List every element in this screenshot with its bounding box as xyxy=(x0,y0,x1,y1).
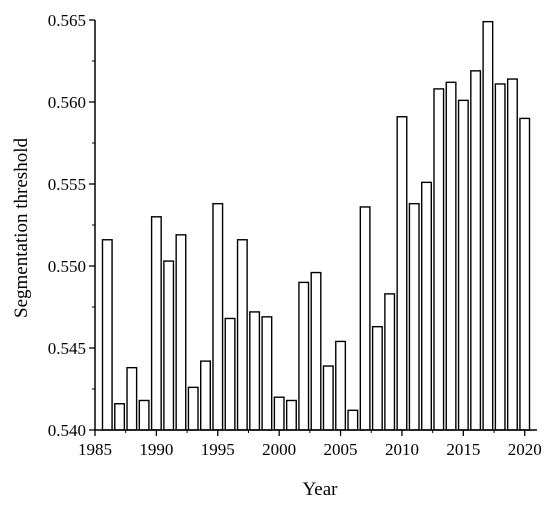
bar-1995 xyxy=(212,202,224,431)
y-tick-label: 0.545 xyxy=(48,339,86,358)
y-axis-title: Segmentation threshold xyxy=(11,138,32,318)
bar-2005 xyxy=(335,340,347,431)
bar-1986 xyxy=(101,239,113,431)
bar-1997 xyxy=(236,239,248,431)
x-tick-label: 2015 xyxy=(446,440,480,459)
bar-1992 xyxy=(175,234,187,431)
x-tick-label: 1985 xyxy=(78,440,112,459)
bar-1998 xyxy=(249,311,261,431)
bar-2010 xyxy=(396,116,408,431)
bar-2000 xyxy=(273,396,285,431)
bars-layer xyxy=(101,20,531,431)
x-tick-label: 1995 xyxy=(201,440,235,459)
y-tick-label: 0.560 xyxy=(48,93,86,112)
x-tick-label: 2005 xyxy=(324,440,358,459)
bar-2019 xyxy=(506,78,518,431)
ticks-layer: 0.540 0.545 0.550 0.555 0.560 0.565 1985 1990 19… xyxy=(48,11,542,459)
x-tick-label: 2000 xyxy=(262,440,296,459)
bar-2007 xyxy=(359,206,371,431)
bar-1988 xyxy=(126,366,138,431)
y-tick-label: 0.550 xyxy=(48,257,86,276)
bar-1991 xyxy=(163,260,175,431)
bar-2006 xyxy=(347,409,359,431)
x-tick-label: 1990 xyxy=(139,440,173,459)
bar-1999 xyxy=(261,316,273,431)
y-tick-label: 0.565 xyxy=(48,11,86,30)
bar-2009 xyxy=(384,293,396,431)
bar-2017 xyxy=(482,20,494,431)
y-tick-label: 0.540 xyxy=(48,421,86,440)
bar-2013 xyxy=(433,88,445,431)
bar-2018 xyxy=(494,83,506,431)
bar-1996 xyxy=(224,317,236,431)
bar-2003 xyxy=(310,271,322,431)
bar-2001 xyxy=(285,399,297,431)
bar-2015 xyxy=(457,99,469,431)
bar-2004 xyxy=(322,365,334,431)
bar-2016 xyxy=(470,70,482,431)
bar-1990 xyxy=(150,216,162,431)
bar-2012 xyxy=(421,181,432,431)
bar-1993 xyxy=(187,386,199,431)
bar-2002 xyxy=(298,281,310,431)
bar-2014 xyxy=(445,81,457,431)
bar-1989 xyxy=(138,399,150,431)
bar-2020 xyxy=(519,117,531,431)
bar-2008 xyxy=(371,325,383,431)
y-tick-label: 0.555 xyxy=(48,175,86,194)
x-tick-label: 2020 xyxy=(508,440,542,459)
bar-2011 xyxy=(408,202,420,431)
bar-1987 xyxy=(114,403,126,431)
bar-1994 xyxy=(200,360,211,431)
x-tick-label: 2010 xyxy=(385,440,419,459)
x-axis-title: Year xyxy=(302,479,338,500)
